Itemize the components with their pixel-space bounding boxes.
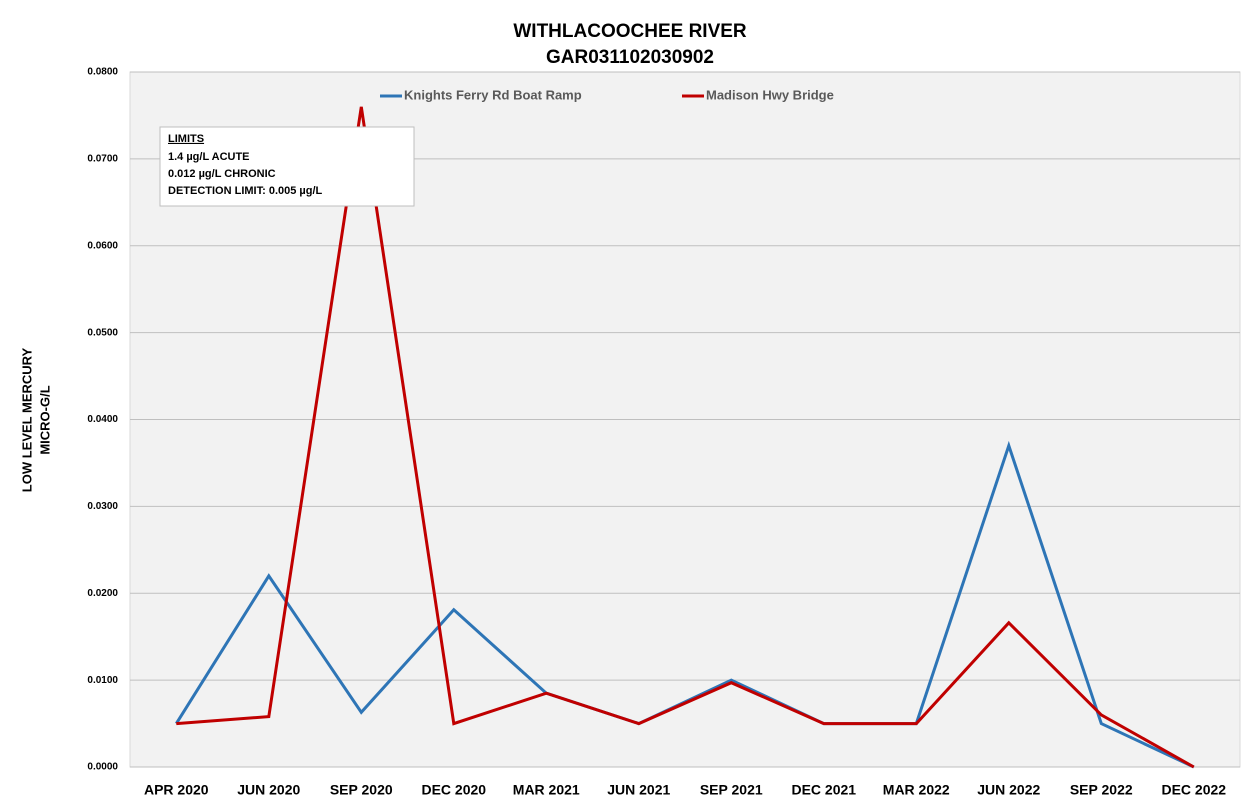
y-tick-label: 0.0600: [87, 240, 118, 251]
legend-label: Madison Hwy Bridge: [706, 87, 834, 102]
x-tick-label: JUN 2020: [237, 782, 300, 798]
x-tick-label: MAR 2022: [883, 782, 950, 798]
y-axis-label: MICRO-G/L: [37, 385, 52, 454]
x-tick-label: DEC 2020: [421, 782, 486, 798]
x-tick-label: DEC 2021: [791, 782, 856, 798]
x-tick-label: SEP 2020: [330, 782, 393, 798]
y-tick-label: 0.0000: [87, 762, 118, 773]
annotation-title: LIMITS: [168, 133, 204, 145]
y-tick-label: 0.0200: [87, 588, 118, 599]
x-tick-label: MAR 2021: [513, 782, 580, 798]
legend-label: Knights Ferry Rd Boat Ramp: [404, 87, 582, 102]
annotation-line: 1.4 µg/L ACUTE: [168, 151, 250, 163]
x-tick-label: JUN 2021: [607, 782, 670, 798]
annotation-frame: [159, 126, 415, 207]
y-tick-label: 0.0700: [87, 154, 118, 165]
plot: 0.0000 0.0100 0.0200 0.0300 0.0400 0.0500 0.06…: [87, 67, 1240, 798]
annotation-line: DETECTION LIMIT: 0.005 µg/L: [168, 185, 323, 197]
chart-subtitle: GAR031102030902: [546, 47, 714, 68]
annotation-box: LIMITS 1.4 µg/L ACUTE 0.012 µg/L CHRONIC…: [159, 126, 415, 207]
x-tick-label: SEP 2021: [700, 782, 763, 798]
chart-title: WITHLACOOCHEE RIVER: [513, 21, 747, 42]
y-tick-label: 0.0500: [87, 327, 118, 338]
y-tick-label: 0.0100: [87, 675, 118, 686]
y-tick-label: 0.0400: [87, 414, 118, 425]
x-tick-label: APR 2020: [144, 782, 209, 798]
x-tick-label: JUN 2022: [977, 782, 1040, 798]
y-tick-label: 0.0800: [87, 67, 118, 78]
data-line: [176, 106, 1195, 769]
x-tick-label: SEP 2022: [1070, 782, 1133, 798]
y-tick-label: 0.0300: [87, 501, 118, 512]
y-axis-label: LOW LEVEL MERCURY: [19, 347, 34, 492]
annotation-line: 0.012 µg/L CHRONIC: [168, 168, 276, 180]
x-tick-label: DEC 2022: [1161, 782, 1226, 798]
